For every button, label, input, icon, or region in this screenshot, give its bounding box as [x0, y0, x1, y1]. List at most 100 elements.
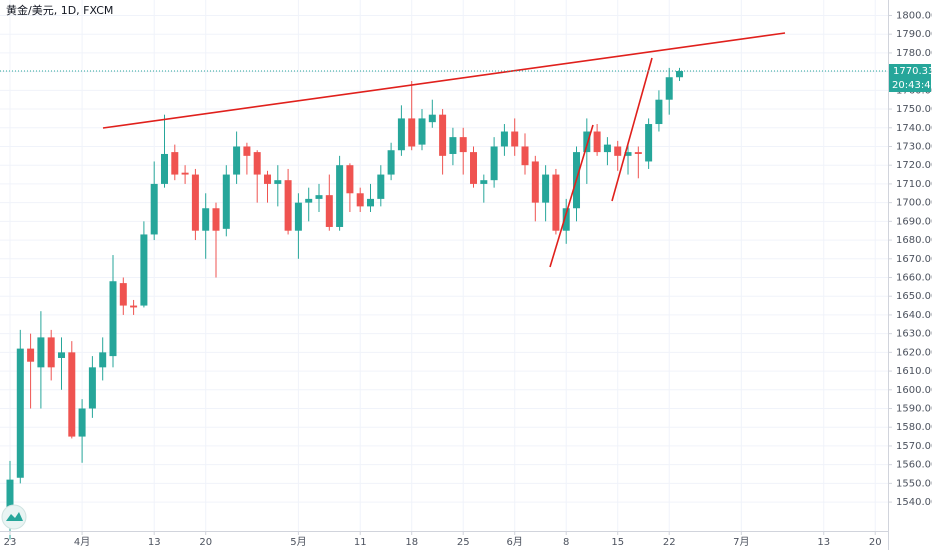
candle-body	[253, 152, 261, 175]
y-tick-label: 1720.00	[896, 160, 932, 171]
candle-body	[470, 152, 478, 184]
y-tick-label: 1550.00	[896, 478, 932, 489]
x-tick-label: 11	[354, 537, 367, 548]
x-tick-label: 20	[199, 537, 212, 548]
x-tick-label: 20	[869, 537, 882, 548]
y-tick-label: 1780.00	[896, 48, 932, 59]
chart-title: 黄金/美元, 1D, FXCM	[6, 3, 113, 17]
candle-body	[542, 174, 550, 203]
candle-body	[222, 174, 230, 229]
y-tick-label: 1630.00	[896, 329, 932, 340]
y-tick-label: 1580.00	[896, 422, 932, 433]
candle-body	[408, 118, 416, 147]
candle-body	[397, 118, 405, 151]
y-tick-label: 1730.00	[896, 141, 932, 152]
candle-body	[377, 174, 385, 199]
candle-body	[531, 161, 539, 203]
countdown-label: 20:43:46	[892, 80, 932, 91]
candle-body	[552, 174, 560, 231]
trend-line	[611, 57, 653, 202]
y-tick-label: 1560.00	[896, 460, 932, 471]
y-tick-label: 1690.00	[896, 216, 932, 227]
candle-body	[191, 174, 199, 231]
candles	[6, 67, 684, 540]
candle-body	[243, 146, 251, 156]
y-tick-label: 1600.00	[896, 385, 932, 396]
candle-body	[171, 152, 179, 175]
candle-body	[88, 367, 96, 409]
candle-body	[284, 180, 292, 231]
candle-body	[346, 165, 354, 194]
candle-body	[480, 180, 488, 184]
candle-body	[305, 198, 313, 203]
x-tick-label: 5月	[290, 536, 306, 548]
candle-body	[99, 352, 107, 368]
y-tick-label: 1740.00	[896, 123, 932, 134]
candle-body	[645, 124, 653, 162]
candle-body	[614, 146, 622, 156]
y-tick-label: 1710.00	[896, 179, 932, 190]
candle-body	[459, 137, 467, 153]
candle-body	[6, 479, 14, 518]
candle-body	[428, 114, 436, 123]
candle-body	[624, 152, 632, 156]
x-tick-label: 7月	[733, 536, 749, 548]
candle-body	[336, 165, 344, 227]
candle-body	[511, 131, 519, 147]
y-tick-label: 1680.00	[896, 235, 932, 246]
candle-body	[150, 183, 158, 235]
candle-body	[665, 77, 673, 100]
grid	[0, 0, 888, 531]
candle-body	[274, 180, 282, 184]
x-tick-label: 18	[405, 537, 418, 548]
candle-body	[325, 195, 333, 227]
x-tick-label: 6月	[507, 536, 523, 548]
candle-body	[27, 348, 35, 362]
candle-body	[140, 234, 148, 306]
trend-line	[549, 124, 594, 268]
x-tick-label: 4月	[74, 536, 90, 548]
candle-body	[233, 146, 241, 175]
y-tick-label: 1790.00	[896, 29, 932, 40]
x-tick-label: 23	[4, 537, 17, 548]
candle-body	[264, 174, 272, 184]
x-tick-label: 25	[457, 537, 470, 548]
x-tick-label: 13	[817, 537, 830, 548]
candle-body	[593, 131, 601, 153]
x-tick-label: 8	[563, 537, 569, 548]
y-tick-label: 1620.00	[896, 347, 932, 358]
candle-body	[356, 193, 364, 207]
candle-body	[68, 352, 76, 437]
candle-body	[47, 337, 55, 368]
candle-body	[119, 283, 127, 306]
candle-body	[130, 305, 138, 308]
axes: 1540.00 1550.00 1560.00 1570.00 1580.00 1590.…	[0, 10, 932, 548]
candle-body	[78, 408, 86, 437]
candle-body	[490, 146, 498, 181]
y-tick-label: 1540.00	[896, 497, 932, 508]
candle-body	[655, 99, 663, 125]
y-tick-label: 1800.00	[896, 10, 932, 21]
candle-body	[583, 131, 591, 153]
candle-body	[57, 352, 65, 358]
x-tick-label: 15	[611, 537, 624, 548]
trend-line	[102, 32, 786, 129]
candle-body	[418, 118, 426, 145]
candle-body	[603, 144, 611, 153]
y-tick-label: 1590.00	[896, 404, 932, 415]
candle-body	[676, 71, 684, 78]
y-tick-label: 1640.00	[896, 310, 932, 321]
y-tick-label: 1650.00	[896, 291, 932, 302]
y-tick-label: 1700.00	[896, 198, 932, 209]
last-price-label: 1770.33	[893, 66, 932, 77]
y-tick-label: 1660.00	[896, 272, 932, 283]
logo[interactable]	[1, 504, 27, 530]
candle-body	[315, 195, 323, 199]
candle-body	[449, 137, 457, 154]
candle-body	[439, 114, 447, 156]
candle-body	[181, 172, 189, 175]
candle-body	[109, 281, 117, 357]
candle-body	[212, 208, 220, 231]
